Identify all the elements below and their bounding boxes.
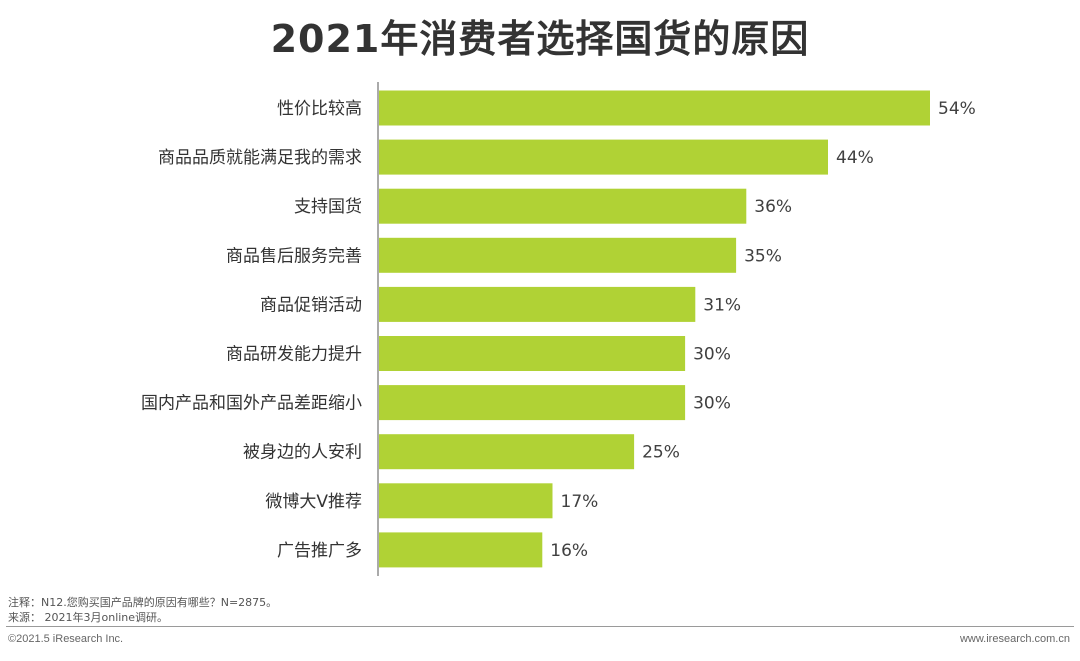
bar-8	[379, 434, 635, 470]
value-label-3: 36%	[754, 197, 792, 217]
category-label-6: 商品研发能力提升	[226, 345, 362, 365]
website-link[interactable]: www.iresearch.com.cn	[959, 633, 1070, 645]
value-label-1: 54%	[938, 99, 976, 119]
bar-4	[379, 237, 737, 273]
category-label-2: 商品品质就能满足我的需求	[158, 148, 362, 168]
category-label-10: 广告推广多	[277, 541, 362, 561]
category-label-1: 性价比较高	[277, 99, 362, 119]
category-label-9: 微博大V推荐	[265, 492, 362, 512]
value-label-7: 30%	[693, 394, 731, 414]
category-label-8: 被身边的人安利	[243, 443, 362, 463]
value-label-5: 31%	[703, 295, 741, 315]
category-label-4: 商品售后服务完善	[226, 246, 362, 266]
bar-9	[379, 483, 553, 519]
value-label-9: 17%	[561, 492, 599, 512]
bars-group: 性价比较高 54% 商品品质就能满足我的需求 44% 支持国货 36% 商品售后服务完善 35…	[141, 90, 976, 568]
source-note: 来源： 2021年3月online调研。	[8, 611, 169, 624]
bar-2	[379, 139, 828, 175]
bar-6	[379, 336, 686, 371]
value-label-6: 30%	[693, 345, 731, 365]
question-note: 注释：N12.您购买国产品牌的原因有哪些？N=2875。	[8, 596, 278, 609]
category-label-5: 商品促销活动	[260, 295, 362, 315]
category-label-7: 国内产品和国外产品差距缩小	[141, 394, 362, 414]
value-label-4: 35%	[744, 246, 782, 266]
bar-7	[379, 385, 686, 421]
footer-divider	[6, 626, 1074, 627]
value-label-2: 44%	[836, 148, 874, 168]
bar-1	[379, 90, 930, 126]
value-label-10: 16%	[550, 541, 588, 561]
copyright: ©2021.5 iResearch Inc.	[8, 633, 124, 645]
bar-10	[379, 532, 543, 568]
value-label-8: 25%	[642, 443, 680, 463]
bar-chart: 性价比较高 54% 商品品质就能满足我的需求 44% 支持国货 36% 商品售后服务完善 35…	[141, 82, 976, 576]
bar-5	[379, 286, 696, 322]
category-label-3: 支持国货	[294, 197, 362, 217]
chart-title: 2021年消费者选择国货的原因	[270, 17, 810, 61]
bar-3	[379, 188, 747, 224]
